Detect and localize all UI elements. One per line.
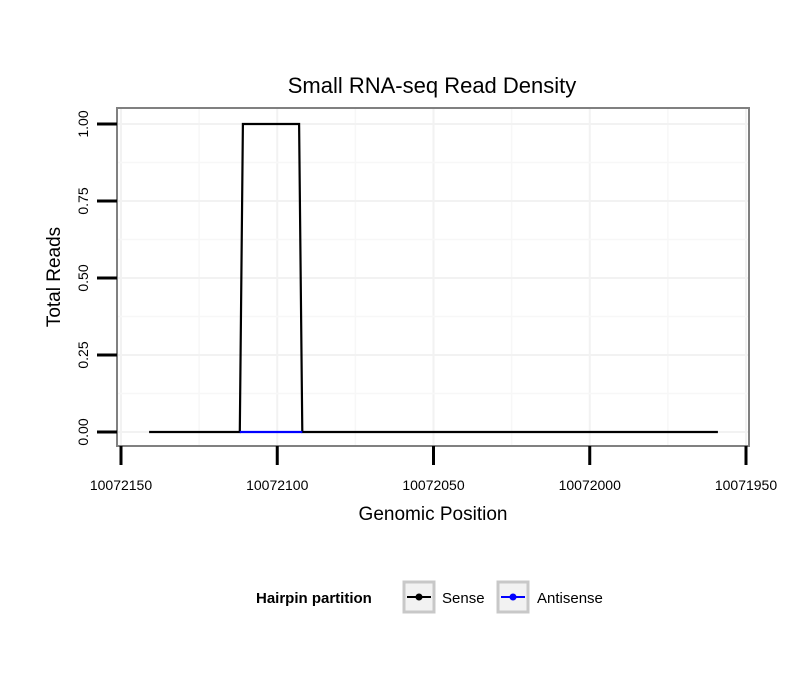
chart-title: Small RNA-seq Read Density [288, 73, 577, 98]
y-tick-label: 0.75 [75, 187, 91, 214]
y-tick-label: 1.00 [75, 110, 91, 137]
series-lines [149, 122, 718, 434]
x-tick-label: 10071950 [715, 477, 778, 493]
series-line-sense [149, 122, 718, 434]
y-axis-title: Total Reads [44, 227, 65, 327]
legend-key-antisense-dot [509, 593, 517, 601]
legend-label-sense: Sense [442, 590, 485, 607]
legend: Hairpin partition Sense Antisense [256, 580, 603, 614]
x-tick-label: 10072050 [402, 477, 465, 493]
y-axis: 0.00 0.25 0.50 0.75 1.00 [75, 110, 117, 446]
x-tick-label: 10072000 [559, 477, 622, 493]
legend-key-sense-dot [415, 593, 423, 601]
x-tick-label: 10072100 [246, 477, 309, 493]
y-tick-label: 0.50 [75, 264, 91, 291]
legend-item-antisense: Antisense [496, 580, 603, 614]
y-tick-label: 0.00 [75, 418, 91, 445]
legend-title: Hairpin partition [256, 590, 372, 607]
legend-item-sense: Sense [402, 580, 485, 614]
x-axis: 10072150 10072100 10072050 10072000 10071950 [90, 446, 778, 493]
x-tick-label: 10072150 [90, 477, 153, 493]
x-axis-title: Genomic Position [359, 504, 508, 525]
y-tick-label: 0.25 [75, 341, 91, 368]
legend-label-antisense: Antisense [537, 590, 603, 607]
